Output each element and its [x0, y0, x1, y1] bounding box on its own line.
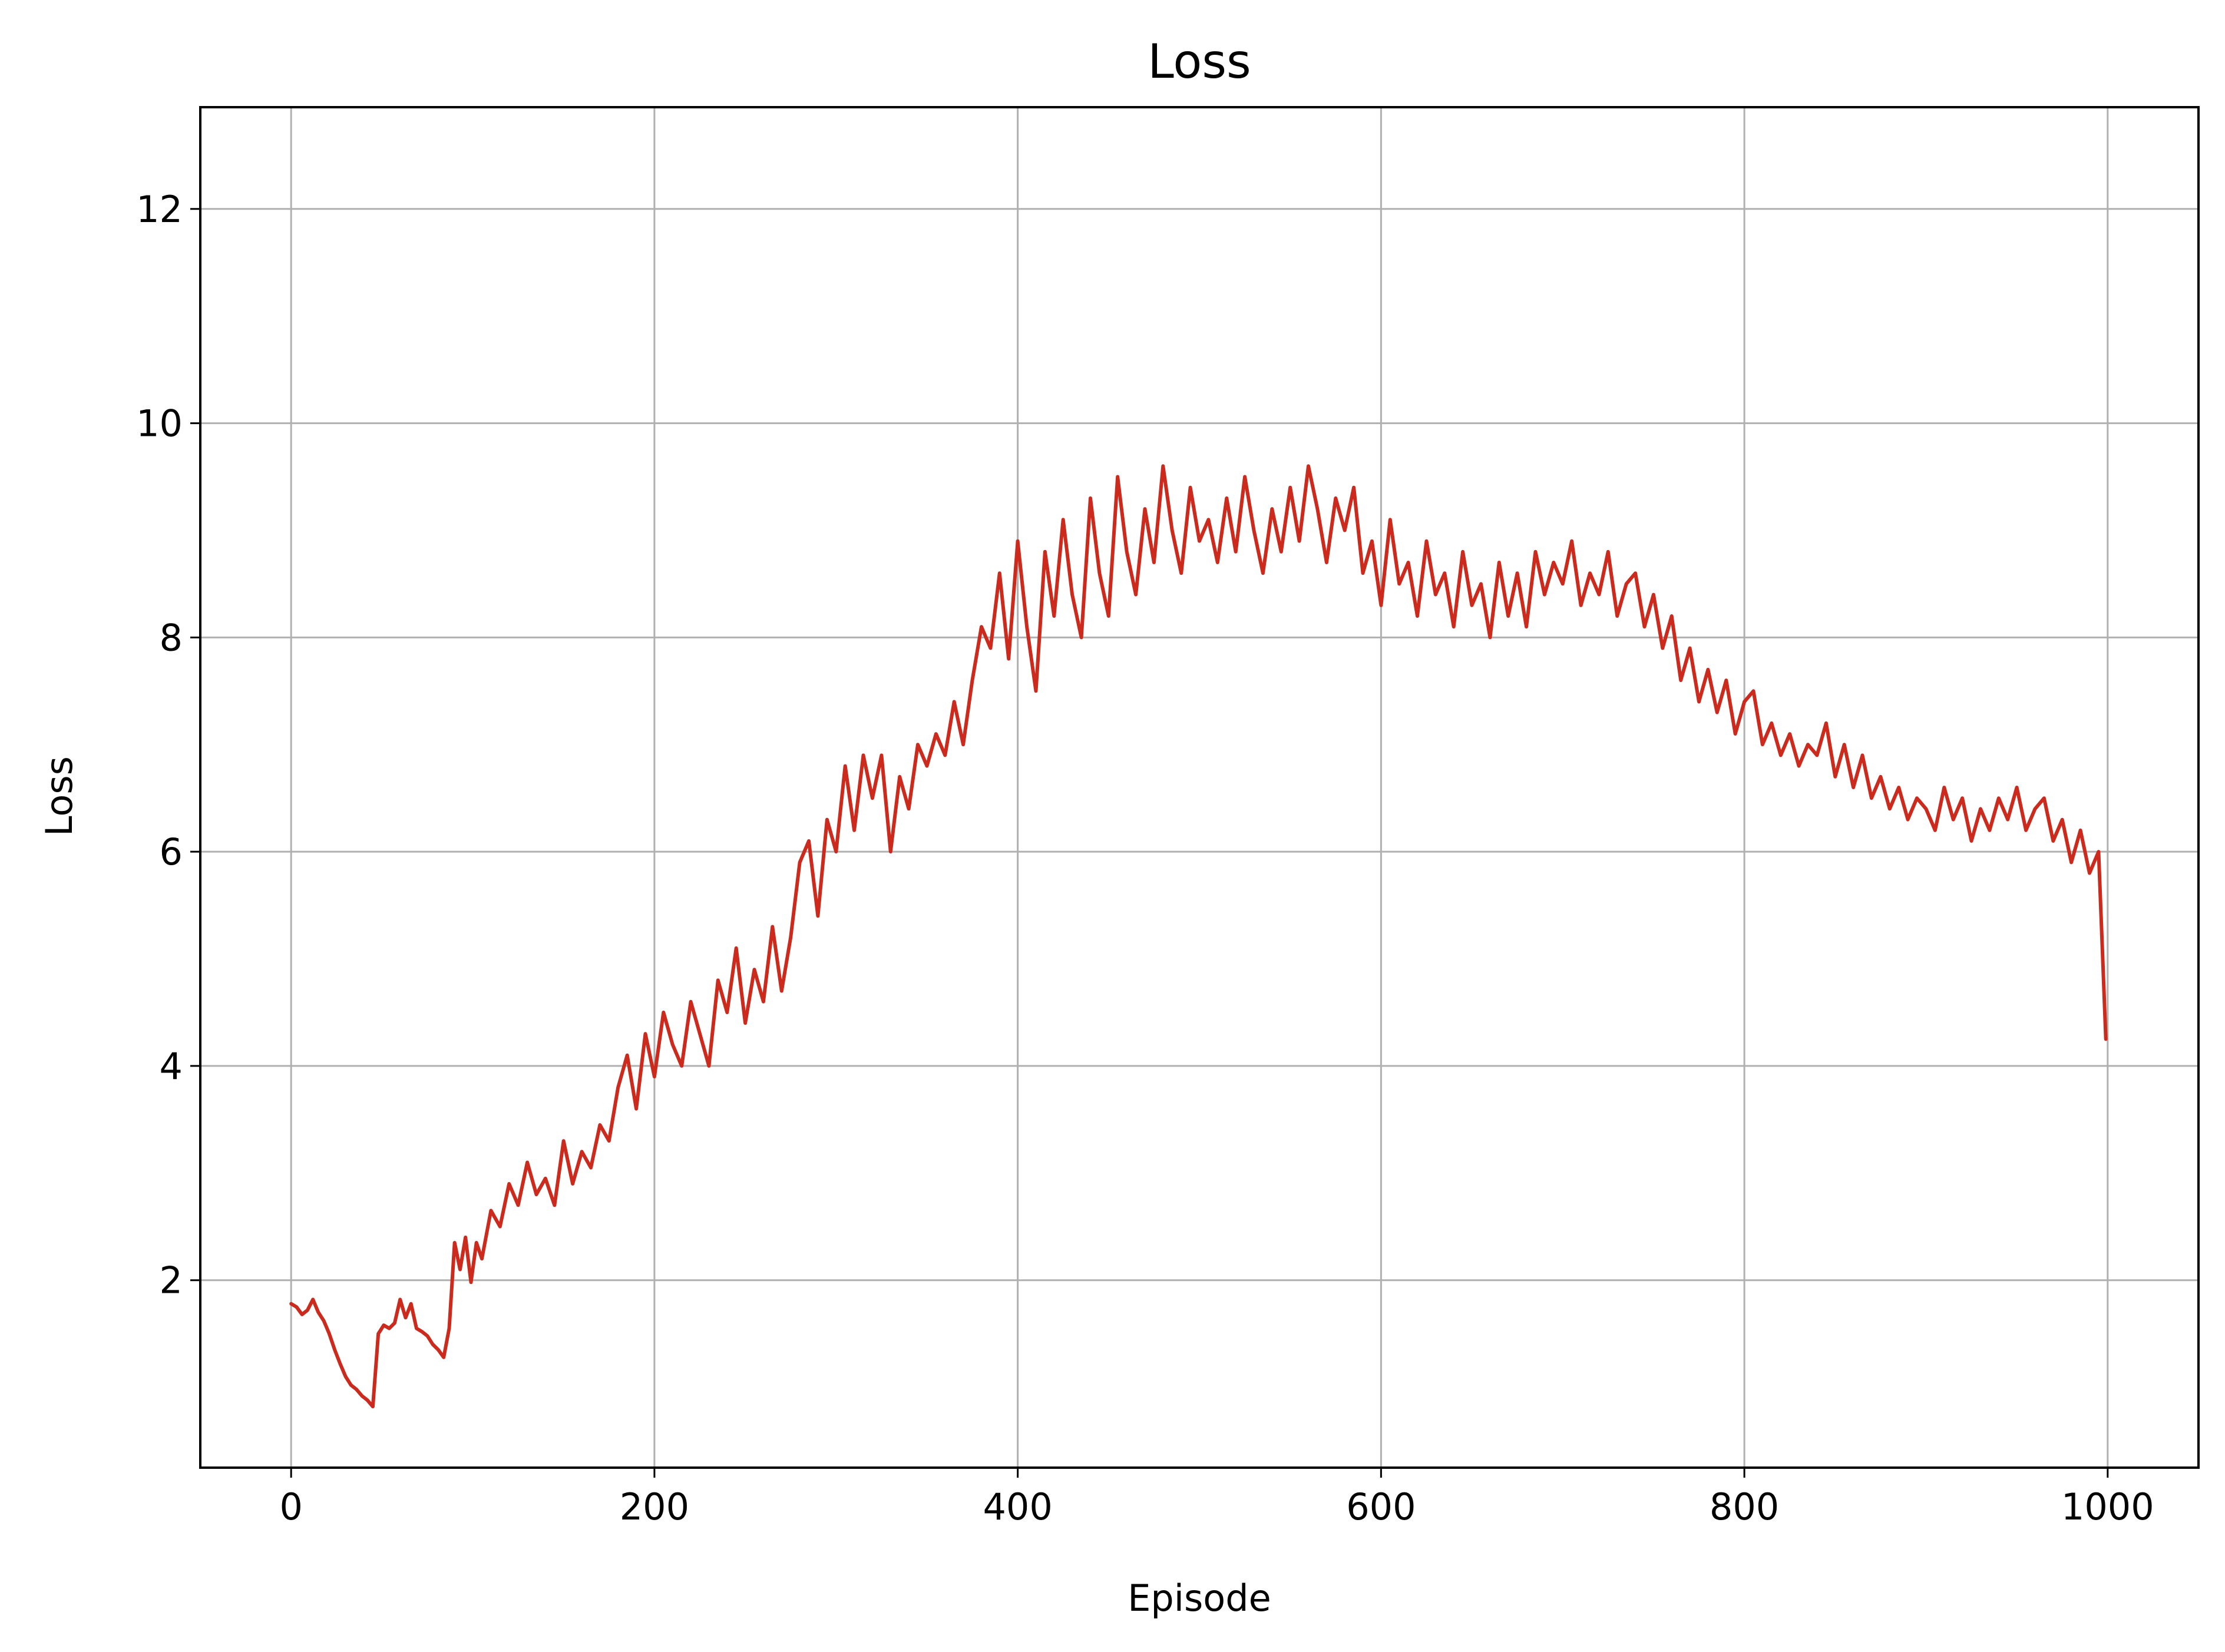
chart-title: Loss	[1148, 34, 1251, 89]
x-tick-label: 600	[1346, 1485, 1416, 1528]
x-tick-label: 1000	[2061, 1485, 2154, 1528]
plot-frame	[199, 106, 2200, 1469]
y-tick-label: 10	[136, 402, 183, 445]
y-tick-label: 4	[160, 1045, 183, 1088]
x-gridlines	[290, 107, 2109, 1468]
x-axis-label: Episode	[1128, 1577, 1271, 1620]
x-axis-ticks: 0 200 400 600 800 1000	[279, 1468, 2154, 1528]
plot-series	[289, 464, 2108, 1409]
y-gridlines	[200, 208, 2198, 1282]
y-tick-label: 6	[160, 830, 183, 873]
x-tick-label: 400	[983, 1485, 1052, 1528]
y-axis-ticks: 2 4 6 8 10 12	[136, 188, 200, 1302]
x-tick-label: 200	[620, 1485, 689, 1528]
loss-line	[289, 464, 2108, 1409]
y-tick-label: 2	[160, 1259, 183, 1302]
x-tick-label: 800	[1710, 1485, 1779, 1528]
y-axis-label: Loss	[38, 756, 81, 836]
y-tick-label: 12	[136, 188, 183, 231]
x-tick-label: 0	[279, 1485, 302, 1528]
y-tick-label: 8	[160, 616, 183, 659]
